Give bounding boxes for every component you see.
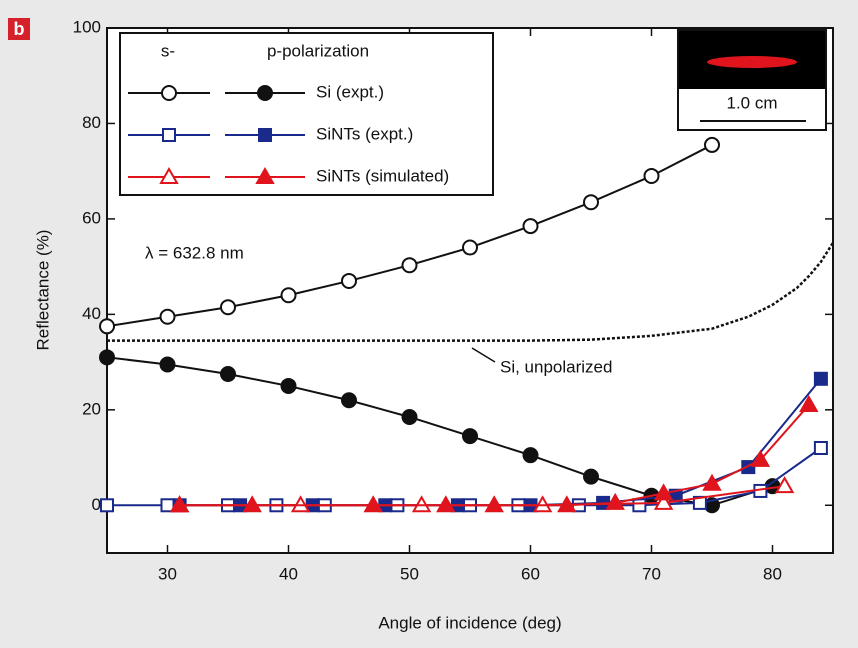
- x-tick-label: 70: [642, 564, 661, 583]
- legend-marker: [257, 85, 273, 101]
- marker: [702, 473, 722, 491]
- x-tick-label: 80: [763, 564, 782, 583]
- legend-header: s-: [161, 41, 175, 60]
- marker: [583, 468, 599, 485]
- marker: [341, 272, 357, 289]
- legend-marker: [258, 128, 272, 142]
- y-tick-label: 100: [73, 17, 101, 36]
- panel-badge: [8, 18, 30, 40]
- marker: [280, 287, 297, 304]
- legend-label: Si (expt.): [316, 82, 384, 101]
- y-tick-label: 40: [82, 304, 101, 323]
- x-tick-label: 50: [400, 564, 419, 583]
- marker: [750, 449, 771, 467]
- marker: [653, 492, 674, 510]
- marker: [363, 495, 383, 513]
- marker: [643, 167, 660, 184]
- legend-box: [119, 32, 494, 196]
- inset-label: 1.0 cm: [726, 93, 777, 112]
- dashed-line: [107, 242, 835, 342]
- marker: [522, 447, 539, 464]
- marker: [813, 371, 828, 386]
- marker: [653, 483, 674, 501]
- marker: [99, 318, 115, 335]
- marker: [401, 408, 418, 425]
- y-tick-label: 20: [82, 399, 101, 418]
- marker: [583, 194, 599, 211]
- marker: [280, 377, 297, 394]
- marker: [462, 428, 478, 445]
- y-tick-label: 80: [82, 113, 101, 132]
- marker: [436, 495, 456, 513]
- marker: [99, 349, 115, 366]
- marker: [522, 218, 539, 235]
- marker: [632, 498, 647, 513]
- y-tick-label: 60: [82, 208, 101, 227]
- marker: [100, 498, 114, 513]
- marker: [557, 495, 577, 513]
- x-axis-label: Angle of incidence (deg): [378, 613, 561, 632]
- x-tick-label: 40: [279, 564, 298, 583]
- marker: [159, 308, 176, 325]
- annotation: Si, unpolarized: [500, 357, 612, 376]
- marker: [220, 299, 236, 316]
- y-axis-label: Reflectance (%): [33, 230, 52, 351]
- marker: [159, 356, 176, 373]
- legend-marker: [159, 166, 179, 184]
- legend-label: SiNTs (simulated): [316, 166, 449, 185]
- y-tick-label: 0: [92, 495, 101, 514]
- panel-label: b: [14, 19, 25, 39]
- legend-label: SiNTs (expt.): [316, 124, 413, 143]
- legend-marker: [161, 85, 177, 101]
- legend-marker: [162, 128, 176, 142]
- marker: [242, 495, 262, 513]
- marker: [462, 239, 478, 256]
- marker: [605, 492, 625, 510]
- x-tick-label: 60: [521, 564, 540, 583]
- marker: [169, 495, 190, 513]
- marker: [813, 441, 828, 455]
- marker: [401, 257, 418, 274]
- marker: [484, 495, 504, 513]
- marker: [341, 392, 357, 409]
- marker: [704, 136, 720, 153]
- marker: [220, 366, 236, 383]
- legend-marker: [255, 166, 275, 184]
- x-tick-label: 30: [158, 564, 177, 583]
- marker: [774, 476, 795, 494]
- legend-header: p-polarization: [267, 41, 369, 60]
- annotation-arrow: [471, 347, 496, 363]
- annotation: λ = 632.8 nm: [145, 243, 244, 262]
- inset: 1.0 cm: [677, 29, 827, 131]
- marker: [799, 395, 819, 413]
- inset-beam: [707, 56, 797, 68]
